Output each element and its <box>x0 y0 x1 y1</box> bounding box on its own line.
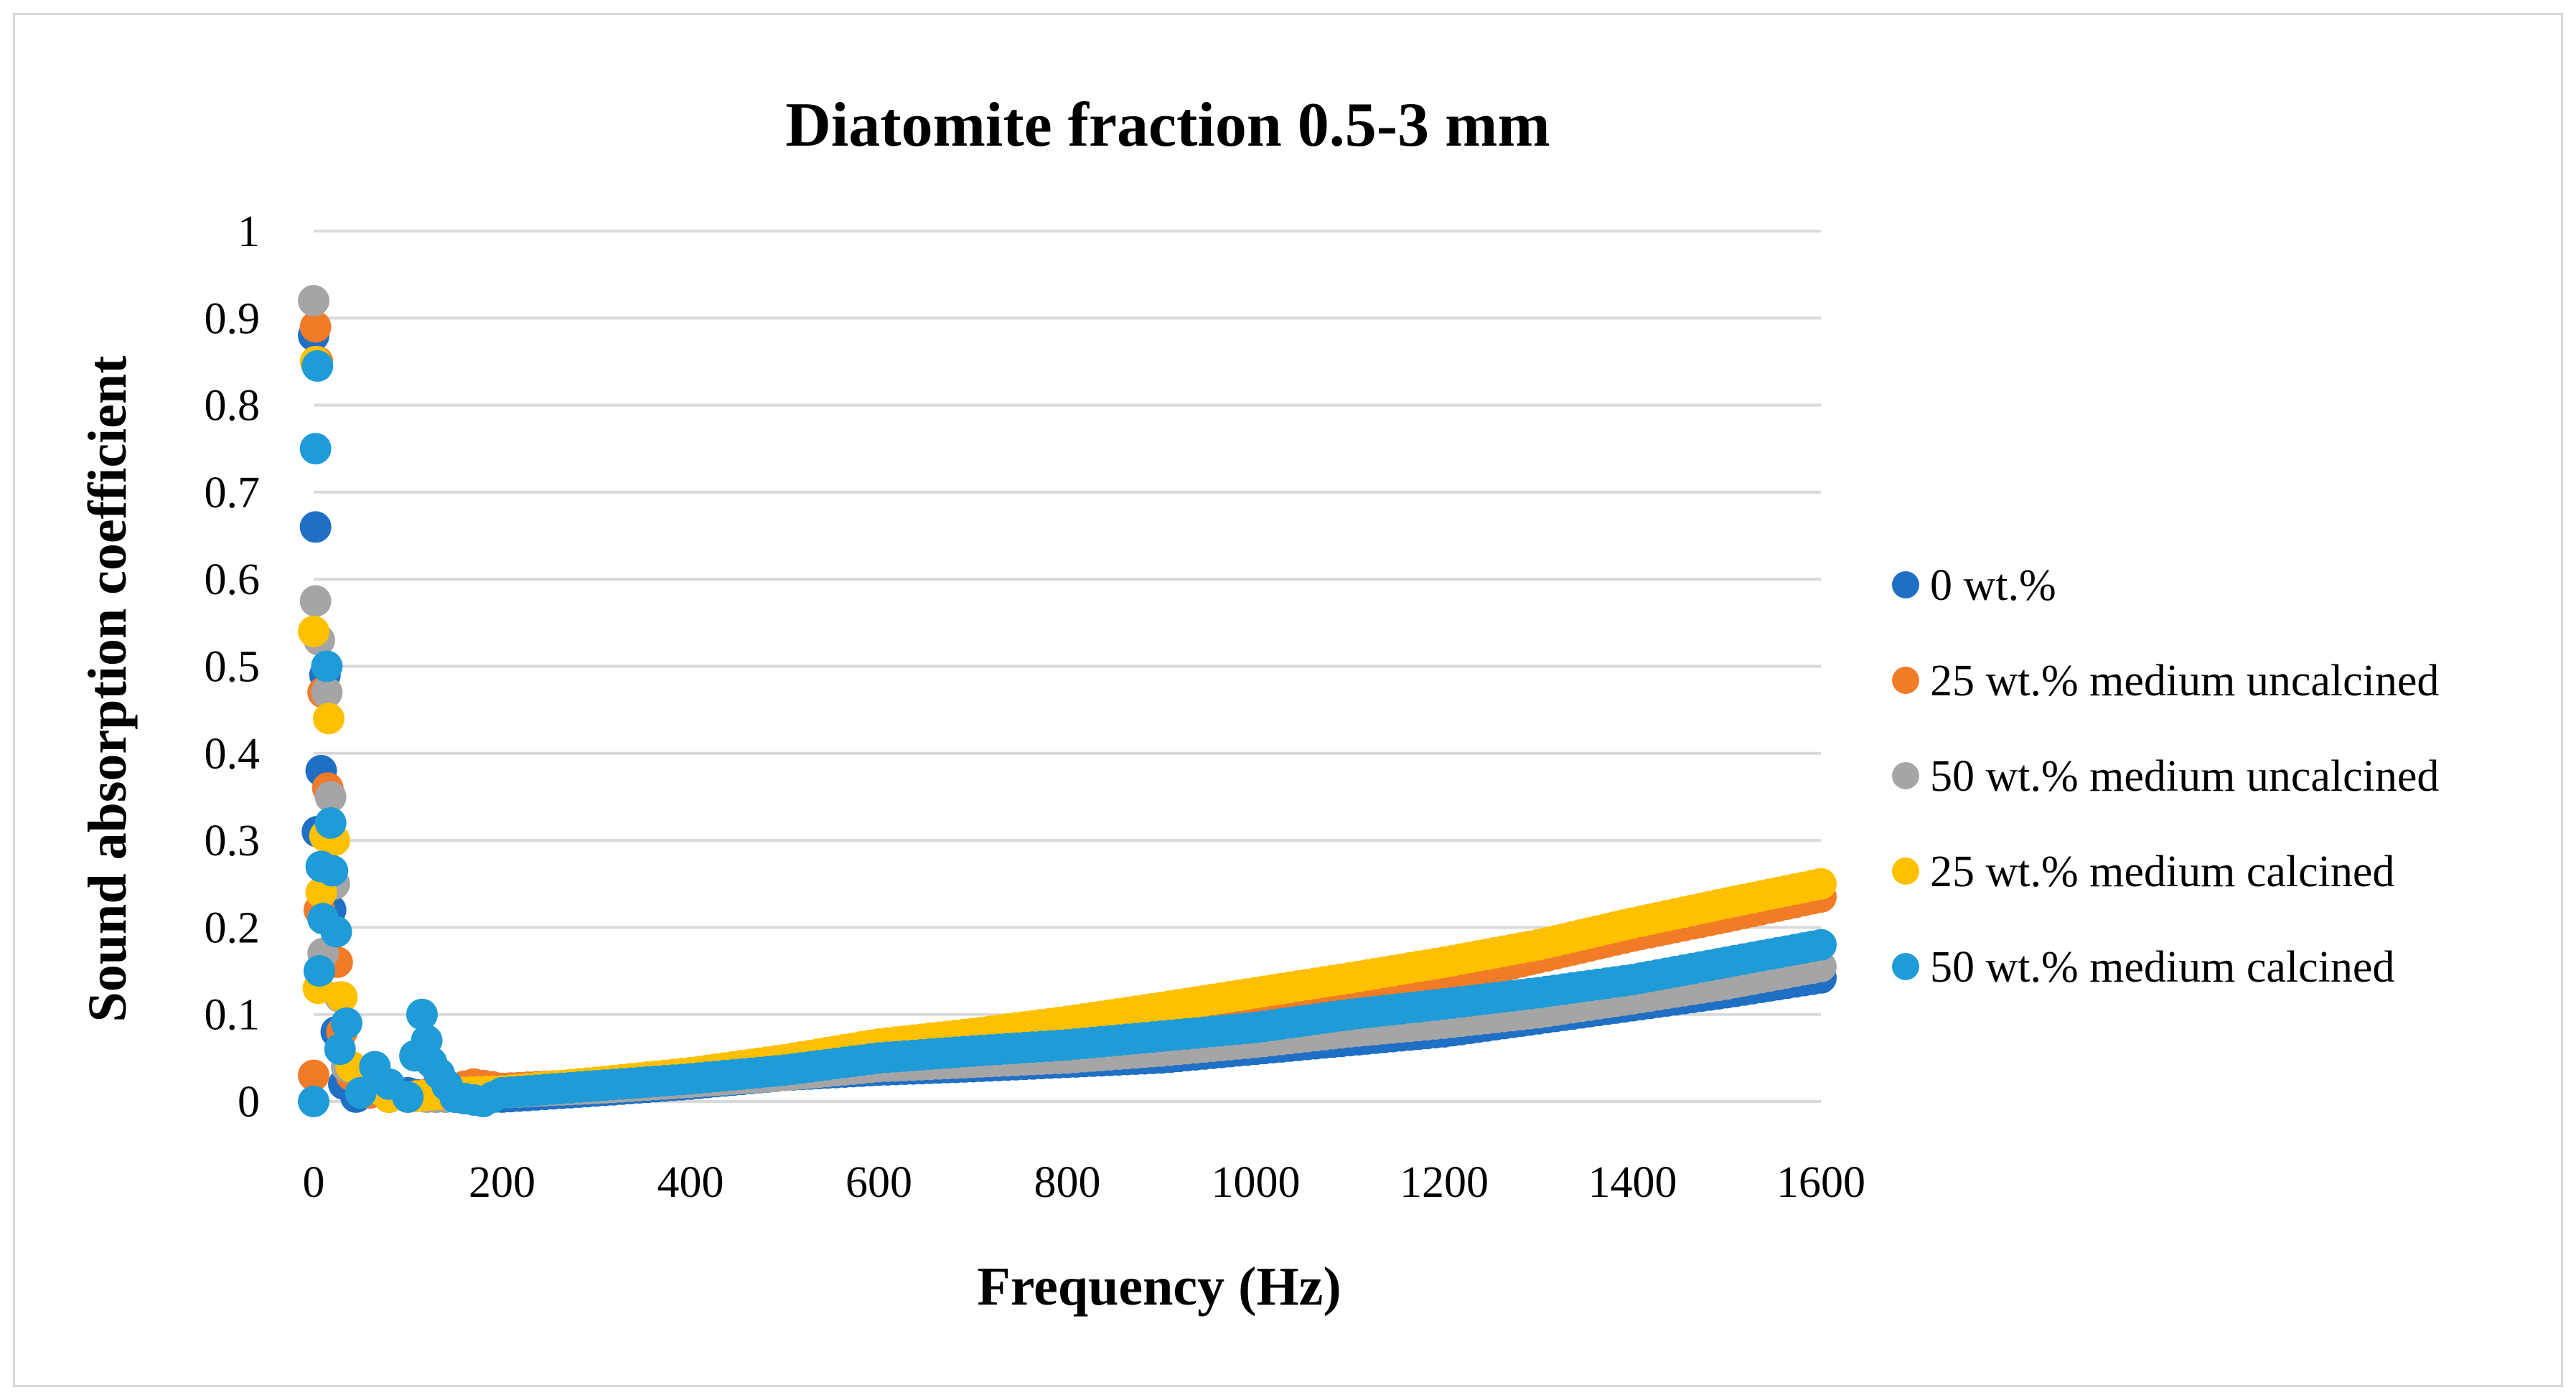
point-s4-2 <box>301 350 334 382</box>
y-tick-label-8: 0.8 <box>205 382 261 431</box>
point-s0-1 <box>299 511 332 543</box>
point-s4-10 <box>324 1033 356 1066</box>
point-s4-7 <box>314 807 347 839</box>
point-s4-15 <box>392 1081 424 1113</box>
x-tick-label-3: 600 <box>846 1158 912 1207</box>
point-s4-0 <box>298 1086 329 1117</box>
y-tick-label-6: 0.6 <box>205 555 261 604</box>
point-s1-1 <box>299 311 332 343</box>
x-tick-label-1: 200 <box>469 1158 535 1207</box>
point-s4-1 <box>299 433 332 465</box>
legend-marker-3 <box>1892 858 1919 885</box>
x-tick-label-6: 1200 <box>1400 1158 1489 1207</box>
point-s4-181 <box>1805 929 1837 961</box>
x-tick-label-7: 1400 <box>1588 1158 1677 1207</box>
y-tick-label-5: 0.5 <box>205 643 261 692</box>
y-tick-label-10: 1 <box>238 207 260 256</box>
y-tick-label-9: 0.9 <box>205 294 261 343</box>
point-s3-5 <box>313 703 345 735</box>
point-s4-17 <box>406 998 438 1030</box>
chart-frame <box>13 13 2563 1387</box>
point-s4-8 <box>317 855 349 887</box>
point-s4-6 <box>311 650 343 682</box>
y-tick-labels: 0 0.1 0.2 0.3 0.4 0.5 0.6 0.7 0.8 0.9 1 <box>205 207 261 1127</box>
point-s2-0 <box>298 285 329 317</box>
point-s2-4 <box>311 676 343 708</box>
legend-marker-2 <box>1892 762 1919 789</box>
y-tick-label-3: 0.3 <box>205 817 261 865</box>
point-s4-12 <box>345 1076 377 1109</box>
x-tick-label-0: 0 <box>303 1158 325 1207</box>
x-tick-label-2: 400 <box>657 1158 724 1207</box>
legend-label-1: 25 wt.% medium uncalcined <box>1930 657 2439 705</box>
y-tick-label-2: 0.2 <box>205 903 261 952</box>
legend-label-3: 25 wt.% medium calcined <box>1930 847 2394 896</box>
point-s3-177 <box>1805 868 1837 900</box>
point-s3-7 <box>326 981 358 1013</box>
y-tick-label-4: 0.4 <box>205 730 261 779</box>
legend-marker-4 <box>1892 953 1919 980</box>
point-s3-0 <box>298 615 329 647</box>
legend-label-4: 50 wt.% medium calcined <box>1930 943 2394 992</box>
y-tick-label-0: 0 <box>238 1078 260 1127</box>
x-axis-title: Frequency (Hz) <box>977 1256 1341 1317</box>
x-tick-label-8: 1600 <box>1776 1158 1865 1207</box>
chart-title: Diatomite fraction 0.5-3 mm <box>785 90 1550 160</box>
legend-label-0: 0 wt.% <box>1930 561 2056 610</box>
point-s4-3 <box>303 955 335 987</box>
legend-marker-1 <box>1892 667 1919 694</box>
series-4 <box>298 350 1837 1117</box>
y-tick-label-1: 0.1 <box>205 991 261 1040</box>
point-s4-9 <box>320 916 352 948</box>
data-points <box>298 285 1837 1117</box>
y-tick-label-7: 0.7 <box>205 469 261 517</box>
y-axis-title: Sound absorption coefficient <box>78 356 138 1023</box>
legend-label-2: 50 wt.% medium uncalcined <box>1930 752 2439 801</box>
legend-marker-0 <box>1892 571 1919 598</box>
point-s2-1 <box>299 585 332 617</box>
x-tick-label-4: 800 <box>1034 1158 1101 1207</box>
x-tick-labels: 0 200 400 600 800 1000 1200 1400 1600 <box>303 1158 1866 1207</box>
point-s4-11 <box>330 1007 362 1039</box>
point-s2-5 <box>314 781 347 813</box>
x-tick-label-5: 1000 <box>1212 1158 1301 1207</box>
point-s1-0 <box>298 1059 329 1091</box>
legend: 0 wt.% 25 wt.% medium uncalcined 50 wt.% m… <box>1892 561 2439 992</box>
